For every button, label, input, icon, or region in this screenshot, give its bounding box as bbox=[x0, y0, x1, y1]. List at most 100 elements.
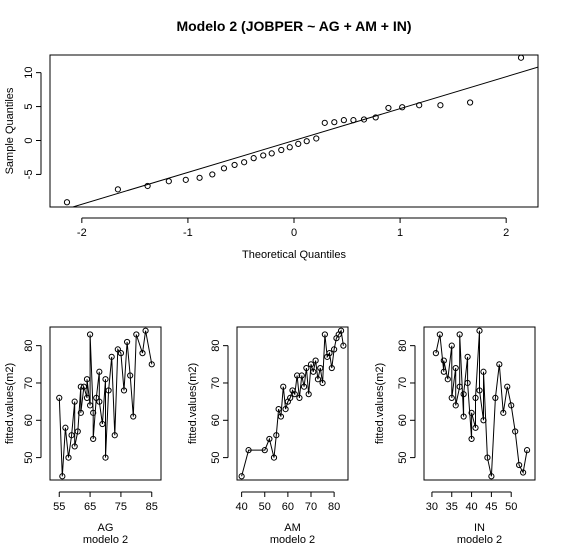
data-point bbox=[464, 353, 471, 360]
y-tick-label: 80 bbox=[23, 340, 35, 352]
data-point bbox=[80, 383, 88, 390]
y-tick-label: 80 bbox=[397, 340, 409, 352]
data-point bbox=[63, 199, 71, 206]
data-point bbox=[209, 171, 216, 178]
data-point bbox=[68, 432, 75, 439]
qq-reference-line bbox=[71, 66, 538, 207]
data-point bbox=[300, 383, 308, 390]
series-line bbox=[435, 330, 528, 477]
data-point bbox=[460, 391, 467, 398]
x-tick-label: 65 bbox=[84, 501, 96, 513]
x-tick-label: 40 bbox=[465, 501, 477, 513]
data-point bbox=[496, 361, 503, 368]
data-point bbox=[65, 454, 72, 461]
data-point bbox=[310, 368, 317, 375]
data-point bbox=[270, 454, 278, 461]
y-tick-label: 50 bbox=[23, 451, 35, 463]
x-tick-label: -1 bbox=[183, 227, 193, 239]
data-point bbox=[468, 409, 475, 416]
y-tick-label: 70 bbox=[23, 377, 35, 389]
data-point bbox=[305, 391, 312, 398]
y-tick-label: 50 bbox=[397, 451, 409, 463]
data-point bbox=[460, 413, 467, 420]
x-tick-label: 1 bbox=[397, 227, 403, 239]
data-point bbox=[512, 428, 519, 435]
data-point bbox=[241, 159, 248, 166]
data-point bbox=[231, 161, 238, 169]
x-tick-label: 60 bbox=[282, 501, 294, 513]
x-tick-label: 30 bbox=[426, 501, 438, 513]
data-point bbox=[280, 383, 287, 390]
x-tick-label: 70 bbox=[305, 501, 317, 513]
data-point bbox=[74, 428, 81, 435]
data-point bbox=[508, 402, 515, 409]
data-point bbox=[476, 387, 483, 394]
y-tick-label: -5 bbox=[23, 170, 35, 180]
data-point bbox=[517, 55, 525, 61]
data-point bbox=[275, 405, 282, 413]
data-point bbox=[448, 394, 455, 402]
data-point bbox=[452, 402, 459, 409]
data-point bbox=[108, 353, 115, 360]
data-point bbox=[488, 473, 495, 480]
y-tick-label: 10 bbox=[23, 67, 35, 79]
data-point bbox=[83, 394, 91, 402]
plot-contents bbox=[63, 55, 538, 207]
data-point bbox=[148, 361, 155, 368]
y-axis-label: fitted.values(m2) bbox=[374, 363, 386, 444]
plot-frame bbox=[49, 326, 162, 481]
y-tick-label: 50 bbox=[210, 451, 222, 463]
data-point bbox=[287, 394, 294, 402]
data-point bbox=[456, 331, 463, 338]
data-point bbox=[99, 420, 106, 428]
plot-panel-2 bbox=[36, 326, 162, 497]
data-point bbox=[298, 372, 305, 379]
data-point bbox=[127, 372, 134, 379]
data-point bbox=[312, 357, 319, 364]
data-point bbox=[102, 454, 109, 461]
data-point bbox=[133, 331, 140, 338]
data-point bbox=[331, 119, 338, 126]
data-point bbox=[105, 387, 112, 394]
data-point bbox=[385, 104, 392, 112]
data-point bbox=[277, 413, 285, 420]
data-point bbox=[326, 350, 333, 357]
data-point bbox=[472, 424, 479, 431]
data-point bbox=[62, 424, 69, 431]
data-point bbox=[196, 174, 203, 181]
plot-frame bbox=[236, 326, 349, 481]
data-point bbox=[437, 102, 444, 109]
data-point bbox=[114, 346, 121, 353]
data-point bbox=[296, 394, 303, 402]
x-tick-label: 0 bbox=[291, 227, 297, 239]
data-point bbox=[139, 350, 146, 357]
data-point bbox=[86, 331, 94, 338]
x-tick-label: 45 bbox=[485, 501, 497, 513]
data-point bbox=[294, 372, 301, 379]
data-point bbox=[372, 114, 379, 121]
data-point bbox=[77, 383, 84, 390]
data-point bbox=[307, 361, 315, 368]
x-tick-label: 35 bbox=[446, 501, 458, 513]
x-tick-label: 75 bbox=[115, 501, 127, 513]
data-point bbox=[93, 394, 100, 402]
data-point bbox=[220, 165, 228, 172]
caption: modelo 2 bbox=[270, 534, 315, 546]
data-point bbox=[165, 178, 172, 185]
caption: modelo 2 bbox=[457, 534, 502, 546]
plot-contents bbox=[432, 327, 531, 480]
plot-contents bbox=[56, 327, 155, 480]
y-tick-label: 60 bbox=[23, 414, 35, 426]
plot-frame bbox=[423, 326, 536, 481]
data-point bbox=[182, 176, 189, 183]
data-point bbox=[468, 435, 475, 443]
data-point bbox=[90, 435, 97, 443]
data-point bbox=[319, 379, 326, 387]
x-tick-label: 80 bbox=[328, 501, 340, 513]
data-point bbox=[83, 376, 91, 383]
plot-frame bbox=[49, 54, 539, 208]
y-tick-label: 60 bbox=[210, 414, 222, 426]
data-point bbox=[291, 391, 298, 398]
x-axis-label: AM bbox=[284, 522, 301, 534]
data-point bbox=[102, 376, 109, 383]
